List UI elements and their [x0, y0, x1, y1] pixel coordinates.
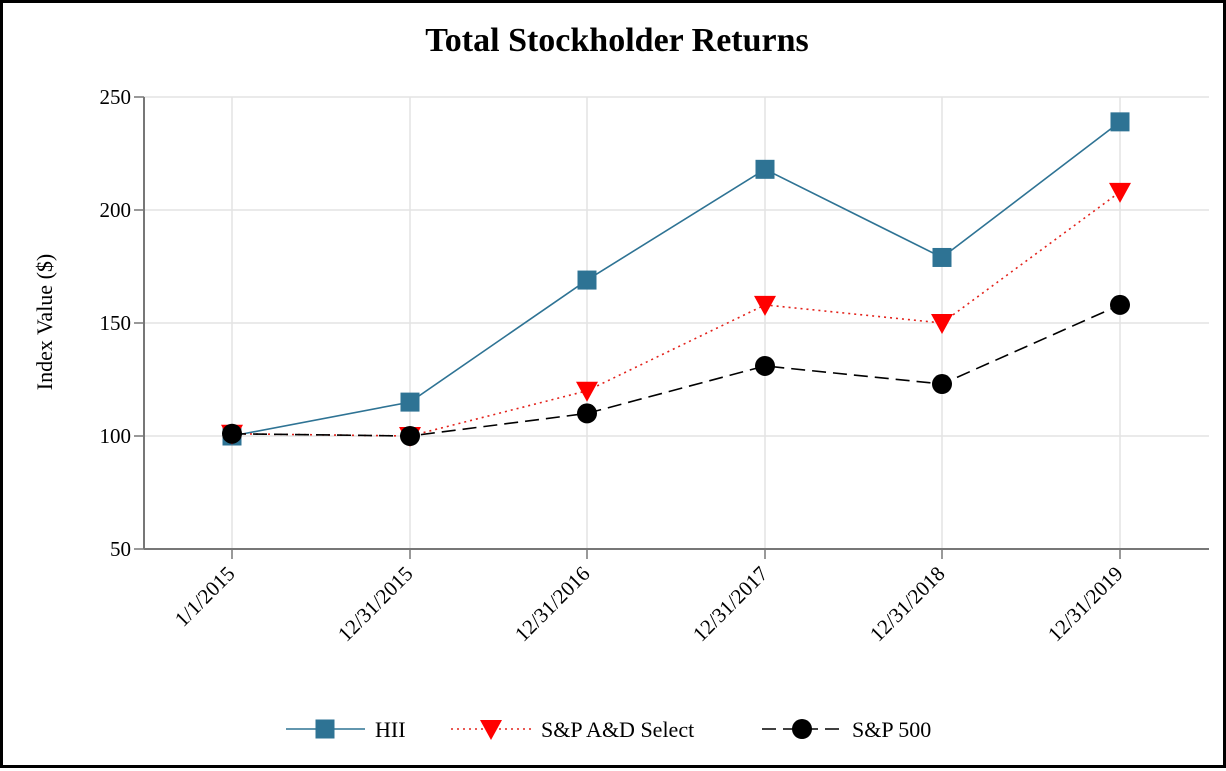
data-point [222, 423, 242, 444]
data-point [1109, 182, 1131, 203]
data-point [755, 159, 775, 179]
data-point [932, 374, 952, 395]
y-tick-label: 100 [100, 424, 132, 448]
y-tick-labels: 50 100 150 200 250 [100, 85, 132, 561]
axes [134, 96, 1209, 559]
data-point [400, 426, 420, 446]
y-tick-label: 200 [100, 198, 132, 222]
series-3 [222, 294, 1130, 446]
series-2 [221, 182, 1131, 447]
x-tick-label: 12/31/2016 [510, 562, 595, 647]
data-point [754, 295, 776, 316]
data-point [577, 403, 597, 424]
legend-item-2: S&P A&D Select [451, 717, 694, 742]
x-tick-label: 12/31/2019 [1043, 562, 1128, 647]
data-point [1110, 294, 1130, 315]
grid-lines [144, 96, 1209, 549]
x-tick-label: 1/1/2015 [170, 562, 240, 632]
y-tick-label: 250 [100, 85, 132, 109]
data-point [1110, 112, 1130, 132]
data-point [755, 355, 775, 376]
x-tick-label: 12/31/2017 [688, 562, 773, 647]
x-tick-label: 12/31/2018 [865, 562, 950, 647]
legend-label: S&P 500 [852, 717, 931, 742]
series-layer [221, 112, 1131, 447]
chart-title: Total Stockholder Returns [425, 22, 809, 59]
y-tick-label: 150 [100, 311, 132, 335]
legend-item-1: HII [286, 717, 406, 742]
line-chart: Total Stockholder Returns 50 100 150 200 250… [32, 22, 1209, 742]
series-line [231, 121, 1121, 437]
x-tick-label: 12/31/2015 [333, 562, 418, 647]
series-line [231, 304, 1121, 437]
y-tick-label: 50 [110, 537, 131, 561]
legend: HII S&P A&D Select S&P 500 [286, 717, 931, 742]
x-tick-labels: 1/1/2015 12/31/2015 12/31/2016 12/31/2017 12… [170, 562, 1128, 647]
series-line [231, 191, 1121, 437]
legend-marker [480, 720, 502, 740]
y-axis-label: Index Value ($) [32, 254, 57, 390]
data-point [931, 314, 953, 334]
legend-marker [792, 719, 812, 739]
data-point [932, 247, 952, 267]
data-point [576, 381, 598, 402]
legend-label: HII [375, 717, 406, 742]
series-1 [222, 112, 1130, 446]
data-point [577, 270, 597, 290]
legend-label: S&P A&D Select [541, 717, 694, 742]
legend-item-3: S&P 500 [762, 717, 931, 742]
legend-marker [315, 719, 335, 739]
data-point [400, 392, 420, 412]
